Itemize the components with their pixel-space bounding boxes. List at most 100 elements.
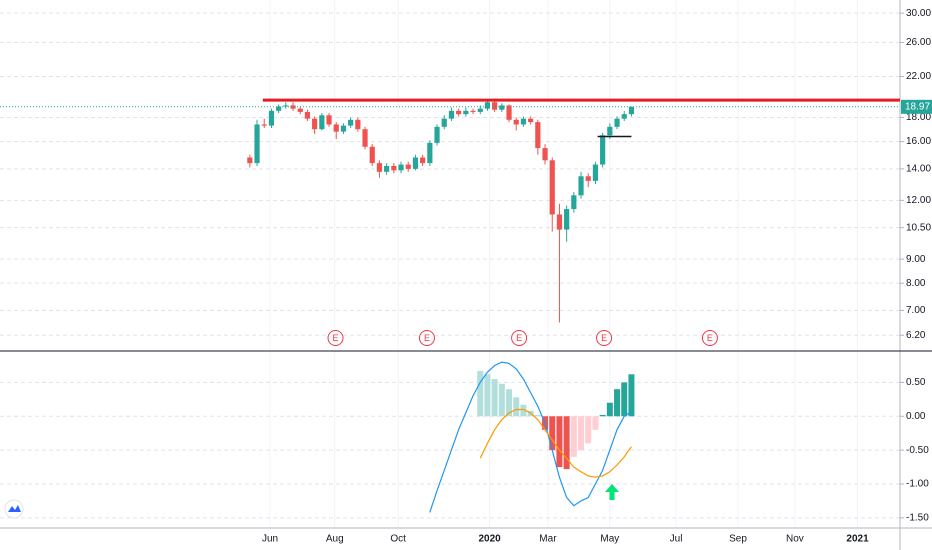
candle-body [290, 105, 296, 109]
candle-body [355, 119, 361, 130]
y-tick-label: 0.50 [906, 377, 926, 388]
x-tick-label: 2020 [478, 534, 501, 545]
candle-body [614, 118, 620, 127]
y-tick-label: 8.00 [906, 278, 926, 289]
histogram-bar [513, 397, 520, 417]
logo[interactable] [4, 499, 24, 519]
histogram-bar [520, 404, 527, 417]
candle-body [621, 114, 627, 119]
candle-body [434, 126, 440, 143]
last-price-box [901, 99, 932, 114]
candle-body [571, 195, 577, 210]
candle-body [528, 118, 534, 123]
candle-body [535, 122, 541, 149]
histogram-bar [477, 370, 484, 417]
y-tick-label: 9.00 [906, 254, 926, 265]
candle-body [484, 102, 491, 109]
x-tick-label: Jul [670, 534, 683, 545]
candle-body [304, 111, 311, 119]
candle-body [492, 102, 498, 110]
candle-body [556, 214, 563, 230]
candle-body [470, 110, 476, 112]
candle-body [549, 160, 555, 215]
histogram-bar [592, 416, 599, 430]
y-tick-label: 26.00 [906, 37, 931, 48]
earnings-marker [701, 330, 718, 346]
earnings-label: E [601, 333, 607, 343]
histogram-bar [491, 379, 498, 417]
candle-body [477, 108, 483, 112]
candle-body [542, 148, 548, 161]
candle-body [326, 115, 332, 125]
candle-body [348, 119, 354, 126]
x-tick-label: Jun [262, 534, 278, 545]
candle-body [247, 157, 253, 164]
y-tick-label: 7.00 [906, 305, 926, 316]
candle-body [369, 146, 375, 164]
histogram-bar [556, 416, 563, 468]
candle-body [448, 110, 455, 119]
candle-body [578, 176, 584, 196]
candle-body [441, 118, 447, 127]
histogram-bar [606, 402, 613, 417]
candle-body [463, 110, 469, 115]
x-tick-label: Mar [539, 534, 557, 545]
candle-body [592, 164, 599, 181]
candle-body [283, 105, 289, 107]
histogram-bar [578, 416, 585, 451]
macd-line [429, 361, 632, 513]
candle-body [362, 129, 368, 147]
x-tick-label: 2021 [846, 534, 869, 545]
candle-body [268, 110, 275, 126]
earnings-marker [418, 330, 435, 346]
histogram-bar [484, 374, 491, 417]
x-tick-label: Nov [786, 534, 804, 545]
candle-body [628, 106, 635, 115]
candle-body [499, 105, 505, 110]
y-tick-label: 6.20 [906, 330, 926, 341]
y-tick-label: 12.00 [906, 195, 931, 206]
histogram-bar [614, 389, 621, 417]
candle-body [585, 176, 591, 181]
histogram-bar [628, 374, 635, 417]
candle-body [420, 157, 426, 164]
y-tick-label: 18.00 [906, 112, 931, 123]
histogram-bar [621, 382, 628, 417]
y-tick-label: 16.00 [906, 136, 931, 147]
candle-body [340, 125, 347, 132]
candle-body [312, 118, 318, 130]
x-tick-label: May [600, 534, 619, 545]
x-tick-label: Oct [390, 534, 406, 545]
arrow-annotation [605, 484, 619, 500]
x-tick-label: Aug [326, 534, 344, 545]
y-tick-label: 10.50 [906, 222, 931, 233]
earnings-label: E [424, 333, 430, 343]
earnings-label: E [333, 333, 339, 343]
histogram-bar [549, 416, 556, 451]
candle-body [513, 119, 519, 125]
y-tick-label: 14.00 [906, 164, 931, 175]
candle-body [297, 108, 303, 112]
candle-body [607, 126, 613, 136]
candle-body [376, 163, 383, 172]
earnings-marker [596, 330, 613, 346]
candle-body [333, 124, 339, 132]
candle-body [391, 165, 397, 171]
candle-body [276, 106, 282, 111]
y-tick-label: -1.50 [906, 512, 929, 523]
histogram-bar [506, 389, 513, 417]
earnings-marker [327, 330, 344, 346]
earnings-label: E [707, 333, 713, 343]
earnings-marker [511, 330, 528, 346]
candle-body [319, 115, 325, 130]
histogram-bar [570, 416, 577, 457]
candle-body [405, 164, 411, 169]
candle-body [412, 157, 419, 169]
y-tick-label: 30.00 [906, 8, 931, 19]
histogram-bar [585, 416, 592, 444]
y-tick-label: -0.50 [906, 445, 929, 456]
histogram-bar [599, 414, 606, 417]
candle-body [456, 110, 462, 115]
